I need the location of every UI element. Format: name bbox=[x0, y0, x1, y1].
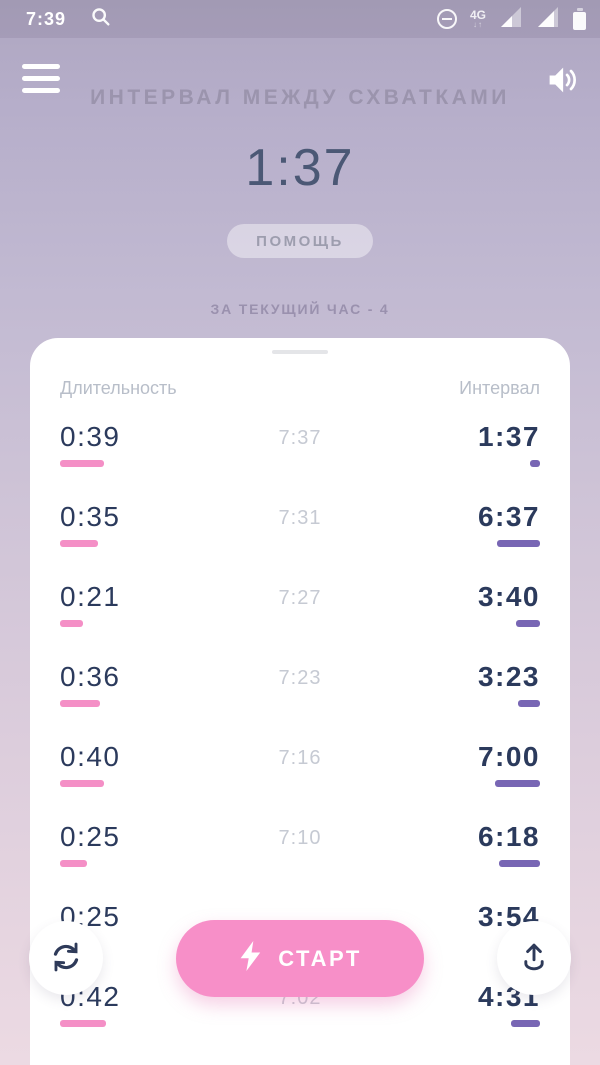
table-row: 0:40 7:16 7:00 bbox=[60, 741, 540, 821]
upload-icon bbox=[514, 937, 554, 980]
export-button[interactable] bbox=[497, 921, 571, 995]
interval-bar bbox=[516, 620, 540, 627]
interval-bar bbox=[497, 540, 540, 547]
start-time: 7:23 bbox=[278, 667, 322, 689]
interval-value: 7:00 bbox=[477, 741, 540, 772]
duration-bar bbox=[60, 860, 87, 867]
start-time: 7:27 bbox=[278, 587, 322, 609]
interval-value: 6:37 bbox=[477, 501, 540, 532]
signal-sim1-icon bbox=[499, 5, 523, 34]
table-row: 0:39 7:37 1:37 bbox=[60, 421, 540, 501]
current-hour-count: ЗА ТЕКУЩИЙ ЧАС - 4 bbox=[210, 301, 390, 317]
start-time: 7:10 bbox=[278, 827, 322, 849]
clock-time: 7:39 bbox=[26, 8, 67, 29]
lightning-bolt-icon bbox=[238, 940, 264, 977]
start-time: 7:31 bbox=[278, 507, 322, 529]
interval-bar bbox=[518, 700, 540, 707]
contractions-list: 0:39 7:37 1:37 0:35 7:31 6:37 0:21 7:27 … bbox=[60, 421, 540, 1061]
help-button[interactable]: ПОМОЩЬ bbox=[227, 224, 373, 258]
duration-bar bbox=[60, 620, 83, 627]
hamburger-menu-icon[interactable] bbox=[22, 64, 60, 93]
duration-bar bbox=[60, 540, 98, 547]
4g-indicator: 4G ↓↑ bbox=[469, 8, 486, 29]
start-button-label: СТАРТ bbox=[278, 945, 362, 971]
table-row: 0:21 7:27 3:40 bbox=[60, 581, 540, 661]
interval-bar bbox=[530, 460, 540, 467]
interval-timer-value: 1:37 bbox=[245, 139, 355, 197]
duration-value: 0:39 bbox=[60, 421, 121, 452]
column-header-interval: Интервал bbox=[459, 378, 540, 398]
interval-value: 6:18 bbox=[477, 821, 540, 852]
duration-bar bbox=[60, 780, 104, 787]
sync-button[interactable] bbox=[29, 921, 103, 995]
start-time: 7:37 bbox=[278, 427, 322, 449]
duration-value: 0:35 bbox=[60, 501, 121, 532]
status-bar: 7:39 4G ↓↑ bbox=[0, 0, 600, 38]
duration-value: 0:21 bbox=[60, 581, 121, 612]
duration-value: 0:36 bbox=[60, 661, 121, 692]
interval-value: 3:40 bbox=[477, 581, 540, 612]
start-time: 7:16 bbox=[278, 747, 322, 769]
table-row: 0:35 7:31 6:37 bbox=[60, 501, 540, 581]
start-time bbox=[210, 901, 390, 907]
speaker-on-icon[interactable] bbox=[544, 62, 580, 98]
drag-handle[interactable] bbox=[272, 350, 328, 354]
table-row: 0:25 7:10 6:18 bbox=[60, 821, 540, 901]
interval-bar bbox=[495, 780, 540, 787]
interval-bar bbox=[511, 1020, 540, 1027]
duration-bar bbox=[60, 700, 100, 707]
interval-value: 3:23 bbox=[477, 661, 540, 692]
interval-bar bbox=[499, 860, 540, 867]
duration-bar bbox=[60, 460, 104, 467]
start-button[interactable]: СТАРТ bbox=[176, 920, 424, 997]
sync-icon bbox=[45, 936, 87, 981]
duration-value: 0:40 bbox=[60, 741, 121, 772]
battery-icon bbox=[573, 8, 586, 30]
duration-bar bbox=[60, 1020, 106, 1027]
duration-value: 0:25 bbox=[60, 821, 121, 852]
page-title: ИНТЕРВАЛ МЕЖДУ СХВАТКАМИ bbox=[90, 86, 510, 109]
column-header-duration: Длительность bbox=[60, 378, 177, 398]
interval-value: 1:37 bbox=[477, 421, 540, 452]
table-row: 0:36 7:23 3:23 bbox=[60, 661, 540, 741]
signal-sim2-icon bbox=[536, 5, 560, 34]
do-not-disturb-icon bbox=[436, 9, 457, 29]
search-icon bbox=[90, 6, 112, 33]
